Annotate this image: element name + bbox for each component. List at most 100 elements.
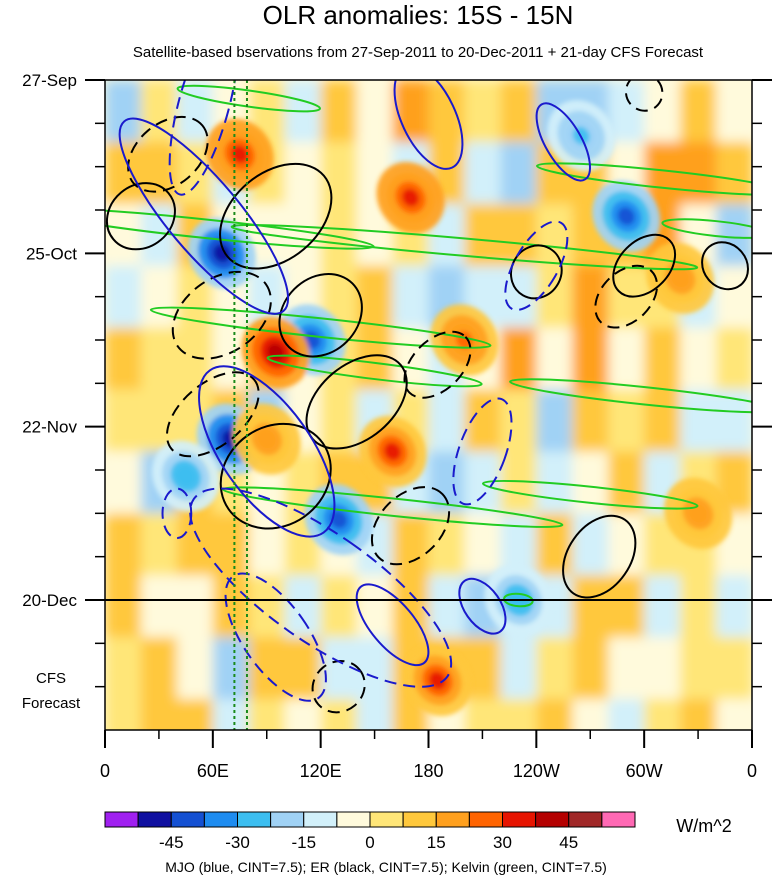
colorbar-swatch [568,811,603,828]
olr-field-cell [392,80,430,143]
olr-anomaly-feature [617,207,635,226]
colorbar-tick-label: 30 [493,833,512,852]
er-contour [594,264,659,329]
chart-axes: 27-Sep 25-Oct 22-Nov 20-Dec 0 60E 120E 180 120W 6… [22,71,772,781]
kelvin-contour [266,354,483,388]
olr-field-cell [392,265,430,329]
olr-field-cell [572,327,610,391]
olr-field-cell [176,637,214,701]
olr-field-cell [608,327,646,391]
olr-anomaly-feature [177,467,195,486]
olr-field-cell [248,699,286,730]
colorbar-swatch [435,811,470,828]
olr-field-cell [644,637,682,701]
olr-field-cell [140,389,178,453]
mjo-contour [452,397,513,506]
olr-field-cell [680,575,718,639]
kelvin-contour [503,592,534,608]
olr-field-cell [140,327,178,391]
y-tick-label: 25-Oct [26,244,77,263]
colorbar-swatch [237,811,272,828]
kelvin-contour [230,224,699,271]
kelvin-contour [536,162,752,196]
olr-anomaly-feature [689,504,707,523]
olr-field-cell [105,699,142,730]
olr-field-cell [680,637,718,701]
olr-field-cell [320,80,358,143]
colorbar-tick-label: 45 [559,833,578,852]
er-contour [171,270,272,360]
olr-field-cell [716,141,752,205]
olr-field-cell [464,389,502,453]
olr-field-cell [572,699,610,730]
olr-field-cell [464,699,502,730]
mjo-contour [161,487,193,540]
olr-field-cell [500,327,538,391]
olr-field-cell [608,637,646,701]
olr-anomaly-feature [455,331,473,349]
colorbar-tick-label: -30 [225,833,250,852]
olr-field-cell [500,80,538,143]
olr-field-cell [392,513,430,577]
olr-field-cell [176,699,214,730]
er-contour [701,241,749,291]
olr-field-cell [500,141,538,205]
olr-field-cell [536,699,574,730]
olr-field-cell [536,637,574,701]
x-tick-label: 60E [197,761,229,781]
olr-field-cell [356,265,394,329]
olr-field-cell [572,265,610,329]
olr-field-cell [105,80,142,143]
olr-field-cell [680,699,718,730]
kelvin-contour [661,218,752,239]
mjo-contour [355,583,430,667]
er-contour [127,115,209,193]
x-tick-label: 0 [747,761,757,781]
mjo-contour [198,365,336,538]
olr-field-cell [680,327,718,391]
colorbar-tick-label: -45 [159,833,184,852]
er-contour [612,233,677,298]
olr-field-cell [140,699,178,730]
colorbar-swatch [303,811,338,828]
olr-field-cell [212,699,250,730]
colorbar-swatch [336,811,371,828]
cfs-forecast-label-line-1: CFS [36,670,66,687]
olr-field-cell [716,327,752,391]
cfs-forecast-label-line-2: Forecast [22,695,81,712]
olr-field-cell [716,699,752,730]
x-tick-label: 120W [513,761,560,781]
olr-field-cell [176,327,214,391]
olr-field-cell [356,637,394,701]
olr-anomaly-feature [402,188,420,207]
olr-field-cell [428,389,466,453]
colorbar-swatch [535,811,570,828]
olr-field-cell [536,389,574,453]
olr-field-cell [105,451,142,515]
olr-field-cell [608,265,646,329]
olr-field-cell [105,327,142,391]
er-contour [370,486,451,566]
olr-field-cell [284,637,322,701]
olr-field-cell [105,389,142,453]
olr-field-cell [680,80,718,143]
olr-field-cell [500,637,538,701]
olr-field-cell [356,80,394,143]
olr-field-cell [464,141,502,205]
olr-field-cell [716,203,752,267]
er-contour [562,514,637,599]
olr-field-cell [248,637,286,701]
olr-field-cell [284,575,322,639]
olr-field-cell [572,637,610,701]
olr-field-cell [608,575,646,639]
olr-field-cell [176,575,214,639]
mjo-contour [393,80,464,170]
olr-field-cell [284,699,322,730]
colorbar: -45 -30 -15 0 15 30 45 [104,811,636,852]
olr-field-cell [428,513,466,577]
colorbar-swatch [468,811,503,828]
x-tick-label: 60W [626,761,663,781]
colorbar-tick-label: 15 [427,833,446,852]
colorbar-units: W/m^2 [676,816,731,836]
mjo-contour [168,80,240,196]
